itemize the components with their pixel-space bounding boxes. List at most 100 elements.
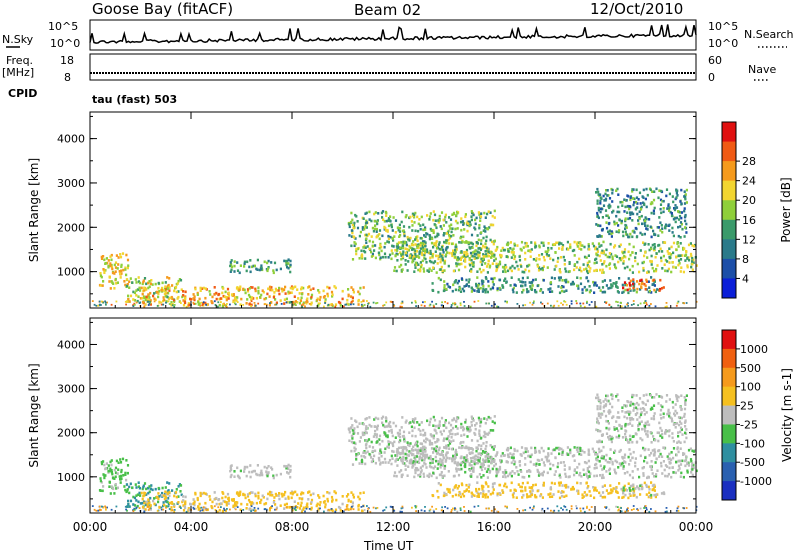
heatmap-cell	[363, 304, 366, 306]
heatmap-cell	[621, 204, 624, 207]
heatmap-cell	[381, 439, 384, 443]
heatmap-cell	[423, 240, 426, 243]
heatmap-cell	[415, 455, 419, 458]
heatmap-cell	[642, 266, 645, 270]
heatmap-cell	[588, 475, 591, 478]
heatmap-cell	[434, 441, 437, 444]
heatmap-cell	[202, 491, 205, 495]
heatmap-cell	[563, 484, 567, 487]
heatmap-cell	[295, 304, 297, 306]
heatmap-cell	[639, 279, 642, 282]
heatmap-cell	[227, 496, 230, 500]
heatmap-cell	[246, 493, 250, 496]
heatmap-cell	[413, 456, 416, 460]
heatmap-cell	[540, 493, 543, 496]
heatmap-cell	[587, 245, 590, 248]
heatmap-cell	[547, 254, 551, 257]
heatmap-cell	[396, 452, 399, 456]
heatmap-cell	[285, 301, 288, 304]
heatmap-cell	[591, 242, 594, 245]
heatmap-cell	[448, 216, 451, 219]
heatmap-cell	[443, 467, 446, 470]
heatmap-cell	[431, 254, 434, 258]
heatmap-cell	[658, 189, 661, 192]
heatmap-cell	[390, 225, 393, 229]
heatmap-cell	[622, 489, 625, 492]
heatmap-cell	[145, 500, 148, 504]
heatmap-cell	[185, 305, 188, 308]
heatmap-cell	[679, 242, 682, 245]
heatmap-cell	[549, 467, 552, 471]
heatmap-cell	[149, 303, 152, 306]
heatmap-cell	[210, 301, 214, 304]
heatmap-cell	[601, 473, 604, 477]
heatmap-cell	[618, 482, 621, 485]
heatmap-cell	[524, 268, 527, 272]
heatmap-cell	[282, 493, 286, 497]
heatmap-cell	[362, 300, 365, 302]
heatmap-cell	[673, 208, 677, 212]
heatmap-cell	[387, 443, 390, 446]
heatmap-cell	[433, 465, 437, 468]
heatmap-cell	[456, 221, 459, 225]
heatmap-cell	[439, 453, 442, 457]
heatmap-cell	[199, 304, 202, 307]
heatmap-cell	[246, 288, 250, 291]
heatmap-cell	[109, 467, 112, 471]
heatmap-cell	[125, 489, 129, 493]
heatmap-cell	[575, 242, 579, 246]
heatmap-cell	[308, 303, 311, 305]
heatmap-cell	[464, 418, 467, 422]
heatmap-cell	[613, 263, 616, 266]
heatmap-cell	[151, 488, 154, 492]
heatmap-cell	[585, 481, 588, 485]
heatmap-cell	[517, 268, 520, 271]
heatmap-cell	[686, 257, 689, 260]
heatmap-cell	[275, 473, 278, 477]
heatmap-cell	[334, 305, 337, 308]
heatmap-cell	[106, 261, 109, 265]
heatmap-cell	[391, 434, 394, 438]
heatmap-cell	[445, 444, 448, 448]
heatmap-cell	[554, 456, 557, 459]
heatmap-cell	[679, 200, 682, 203]
heatmap-cell	[355, 247, 358, 251]
heatmap-cell	[352, 290, 355, 294]
heatmap-cell	[617, 230, 620, 234]
heatmap-cell	[357, 495, 360, 499]
heatmap-cell	[659, 229, 662, 232]
heatmap-cell	[127, 499, 130, 503]
heatmap-cell	[145, 487, 148, 491]
heatmap-cell	[287, 463, 290, 467]
heatmap-cell	[503, 267, 506, 271]
heatmap-cell	[510, 456, 513, 459]
heatmap-cell	[657, 439, 660, 443]
heatmap-cell	[568, 270, 571, 273]
heatmap-cell	[173, 299, 176, 302]
heatmap-cell	[653, 245, 657, 249]
heatmap-cell	[401, 255, 404, 259]
heatmap-cell	[384, 210, 387, 214]
heatmap-cell	[426, 419, 429, 423]
heatmap-cell	[675, 453, 678, 457]
heatmap-cell	[579, 244, 582, 247]
heatmap-cell	[447, 238, 450, 242]
heatmap-cell	[677, 450, 680, 454]
heatmap-cell	[631, 188, 634, 191]
heatmap-cell	[604, 209, 608, 212]
heatmap-cell	[177, 290, 180, 293]
heatmap-cell	[631, 235, 634, 239]
heatmap-cell	[467, 241, 470, 244]
heatmap-cell	[403, 462, 406, 465]
heatmap-cell	[471, 451, 474, 455]
heatmap-cell	[664, 474, 667, 478]
heatmap-cell	[478, 267, 481, 271]
heatmap-cell	[139, 494, 142, 497]
heatmap-cell	[636, 206, 639, 209]
heatmap-cell	[632, 212, 635, 216]
heatmap-cell	[586, 300, 588, 303]
heatmap-cell	[480, 257, 483, 261]
heatmap-cell	[477, 459, 480, 462]
heatmap-cell	[622, 286, 625, 290]
heatmap-cell	[595, 261, 598, 264]
